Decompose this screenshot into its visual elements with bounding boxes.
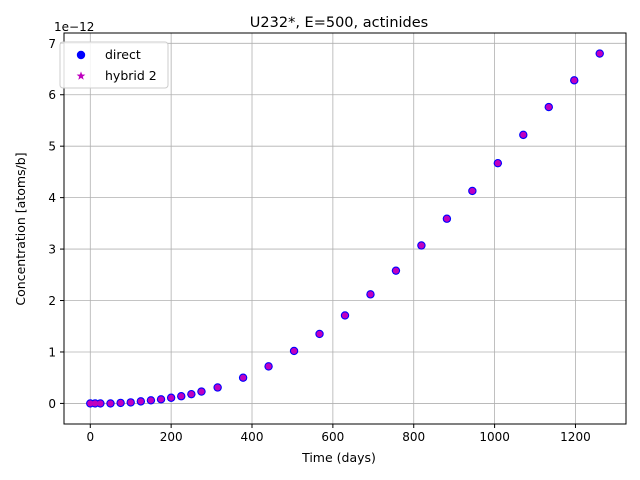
grid	[64, 33, 626, 424]
y-tick-label: 2	[48, 294, 56, 308]
point-hybrid-2	[494, 160, 501, 167]
point-hybrid-2	[265, 363, 272, 370]
x-tick-label: 600	[321, 430, 344, 444]
legend-symbol-hybrid-2	[76, 71, 86, 80]
x-tick-label: 1200	[560, 430, 591, 444]
point-hybrid-2	[240, 374, 247, 381]
point-hybrid-2	[137, 398, 144, 405]
y-tick-label: 1	[48, 345, 56, 359]
legend-symbol-direct	[76, 50, 86, 60]
y-axis-ticks: 0 1 2 3 4 5 6 7	[48, 37, 64, 411]
point-hybrid-2	[596, 50, 603, 57]
chart-title: U232*, E=500, actinides	[250, 15, 428, 31]
legend-label-direct: direct	[105, 47, 141, 62]
point-hybrid-2	[168, 394, 175, 401]
point-hybrid-2	[290, 347, 298, 355]
point-hybrid-2	[392, 267, 400, 274]
y-tick-label: 0	[48, 397, 56, 411]
point-hybrid-2	[178, 393, 185, 400]
y-tick-label: 7	[48, 37, 56, 51]
point-hybrid-2	[92, 400, 99, 407]
point-hybrid-2	[198, 388, 205, 395]
point-hybrid-2	[545, 103, 552, 111]
x-tick-label: 400	[241, 430, 264, 444]
x-tick-label: 800	[402, 430, 425, 444]
y-axis-label: Concentration [atoms/b]	[13, 152, 28, 305]
plot-frame	[63, 32, 627, 425]
x-axis-ticks: 0 200 400 600 800 1000 1200	[86, 424, 591, 444]
y-tick-label: 5	[48, 140, 56, 154]
point-hybrid-2	[107, 400, 114, 407]
point-hybrid-2	[147, 397, 155, 404]
y-tick-label: 4	[48, 191, 56, 205]
y-tick-label: 6	[48, 88, 56, 102]
data-points	[86, 49, 604, 408]
point-hybrid-2	[520, 131, 527, 138]
point-hybrid-2	[367, 291, 374, 298]
point-hybrid-2	[188, 391, 195, 398]
y-tick-label: 3	[48, 243, 56, 257]
x-tick-label: 200	[160, 430, 183, 444]
x-tick-label: 1000	[479, 430, 510, 444]
point-hybrid-2	[157, 396, 165, 403]
point-hybrid-2	[127, 399, 134, 406]
x-axis-label: Time (days)	[301, 450, 376, 465]
legend-marker-direct	[76, 50, 86, 60]
y-offset-label: 1e−12	[54, 20, 94, 34]
point-hybrid-2	[469, 187, 476, 195]
point-hybrid-2	[443, 215, 450, 222]
point-hybrid-2	[341, 312, 349, 319]
legend-marker-hybrid-2	[76, 71, 86, 80]
point-hybrid-2	[214, 384, 221, 391]
point-hybrid-2	[418, 242, 425, 249]
legend-label-hybrid-2: hybrid 2	[105, 68, 157, 83]
point-hybrid-2	[571, 77, 578, 84]
point-hybrid-2	[97, 400, 104, 407]
legend: direct hybrid 2	[59, 41, 169, 89]
x-tick-label: 0	[86, 430, 94, 444]
point-hybrid-2	[87, 400, 94, 407]
point-hybrid-2	[316, 330, 323, 338]
legend-box	[59, 41, 169, 89]
point-hybrid-2	[117, 399, 124, 407]
